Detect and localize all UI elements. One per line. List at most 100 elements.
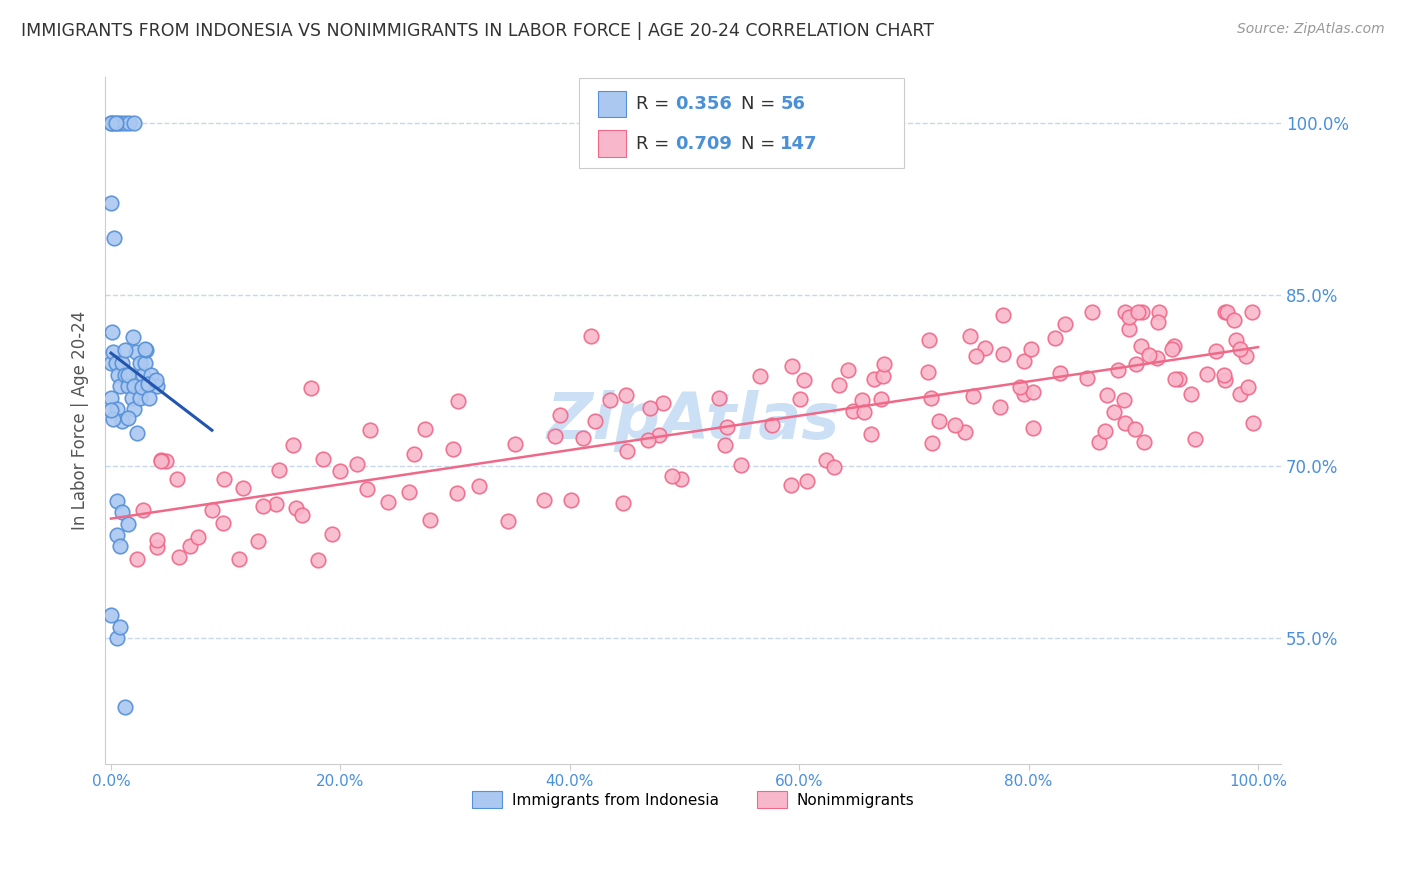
Point	[780, 478, 803, 492]
Point	[860, 427, 883, 442]
Point	[134, 342, 156, 356]
Point	[117, 379, 139, 393]
Point	[503, 437, 526, 451]
Point	[1049, 366, 1071, 380]
Point	[1146, 351, 1168, 365]
Point	[419, 513, 441, 527]
Point	[661, 469, 683, 483]
Point	[1088, 434, 1111, 449]
Point	[111, 356, 134, 370]
Point	[100, 196, 122, 211]
Point	[146, 540, 169, 554]
Point	[1234, 349, 1257, 363]
Point	[761, 418, 783, 433]
Point	[1213, 368, 1236, 383]
Point	[1137, 348, 1160, 362]
Text: 147: 147	[780, 135, 818, 153]
Point	[166, 472, 188, 486]
Point	[101, 325, 124, 339]
Point	[131, 380, 153, 394]
Point	[104, 356, 127, 370]
Point	[1043, 331, 1066, 345]
Point	[105, 493, 128, 508]
Point	[145, 373, 167, 387]
Point	[837, 363, 859, 377]
Point	[851, 392, 873, 407]
Point	[128, 356, 150, 370]
Point	[921, 435, 943, 450]
Point	[105, 402, 128, 417]
Text: Source: ZipAtlas.com: Source: ZipAtlas.com	[1237, 22, 1385, 37]
Point	[100, 608, 122, 623]
Point	[533, 493, 555, 508]
Point	[111, 414, 134, 428]
Point	[1012, 353, 1035, 368]
Point	[616, 444, 638, 458]
Text: ZipAtlas: ZipAtlas	[547, 390, 839, 451]
Point	[1184, 433, 1206, 447]
Point	[974, 341, 997, 355]
Point	[789, 392, 811, 407]
Point	[1095, 388, 1118, 402]
Point	[111, 505, 134, 519]
Point	[267, 463, 290, 477]
Point	[1160, 342, 1182, 356]
Point	[1167, 372, 1189, 386]
Point	[579, 329, 602, 343]
Point	[134, 379, 156, 393]
Point	[943, 418, 966, 433]
Point	[1130, 305, 1153, 319]
Point	[614, 387, 637, 401]
Point	[398, 485, 420, 500]
Legend: Immigrants from Indonesia, Nonimmigrants: Immigrants from Indonesia, Nonimmigrants	[465, 785, 921, 814]
Point	[496, 514, 519, 528]
Point	[110, 116, 132, 130]
Point	[441, 442, 464, 457]
Point	[1010, 379, 1032, 393]
Point	[1229, 386, 1251, 401]
Point	[447, 394, 470, 409]
Point	[870, 392, 893, 406]
Point	[212, 471, 235, 485]
Point	[122, 116, 145, 130]
Point	[146, 533, 169, 548]
Point	[150, 453, 173, 467]
Point	[1163, 339, 1185, 353]
Point	[1180, 387, 1202, 401]
Point	[128, 391, 150, 405]
Point	[125, 425, 148, 440]
Point	[640, 401, 662, 415]
Point	[991, 308, 1014, 322]
Point	[1118, 322, 1140, 336]
Point	[247, 534, 270, 549]
Point	[1118, 310, 1140, 324]
Point	[716, 419, 738, 434]
Text: R =: R =	[636, 135, 675, 153]
Y-axis label: In Labor Force | Age 20-24: In Labor Force | Age 20-24	[72, 311, 89, 530]
Point	[707, 392, 730, 406]
Point	[135, 343, 157, 358]
Point	[917, 334, 939, 348]
Point	[965, 349, 987, 363]
Point	[862, 372, 884, 386]
Point	[299, 381, 322, 395]
Point	[413, 422, 436, 436]
Point	[114, 699, 136, 714]
Point	[125, 345, 148, 359]
Point	[167, 549, 190, 564]
Point	[1223, 312, 1246, 326]
Point	[187, 530, 209, 544]
Point	[103, 230, 125, 244]
Point	[139, 368, 162, 382]
Point	[114, 368, 136, 382]
Point	[1195, 367, 1218, 381]
Point	[125, 552, 148, 566]
Text: N =: N =	[741, 135, 780, 153]
Point	[1229, 342, 1251, 356]
Point	[815, 453, 838, 467]
Point	[1237, 380, 1260, 394]
Point	[583, 414, 606, 428]
Point	[1241, 416, 1264, 430]
Text: 0.356: 0.356	[675, 95, 731, 113]
Point	[730, 458, 752, 472]
